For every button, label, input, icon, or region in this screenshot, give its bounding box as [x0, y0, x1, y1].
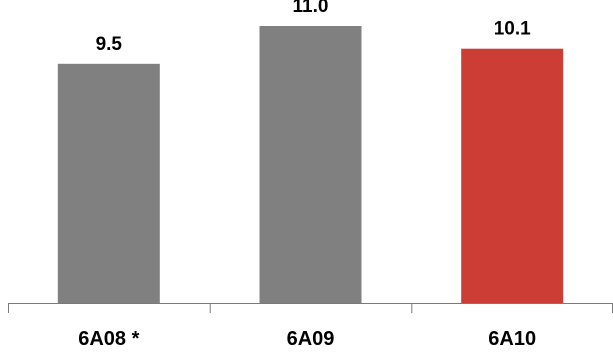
value-label-2: 10.1	[494, 19, 531, 40]
category-label-1: 6A09	[287, 328, 335, 350]
bar-0	[57, 63, 160, 303]
bar-2	[461, 48, 564, 304]
labels-group: 9.5 6A08 * 11.0 6A09 10.1 6A10	[78, 0, 536, 350]
category-label-2: 6A10	[488, 328, 536, 350]
category-label-0: 6A08 *	[78, 328, 139, 350]
bars-group	[57, 26, 564, 304]
value-label-0: 9.5	[96, 34, 123, 55]
value-label-1: 11.0	[293, 0, 329, 17]
x-axis	[8, 303, 613, 313]
bar-1	[259, 26, 362, 303]
